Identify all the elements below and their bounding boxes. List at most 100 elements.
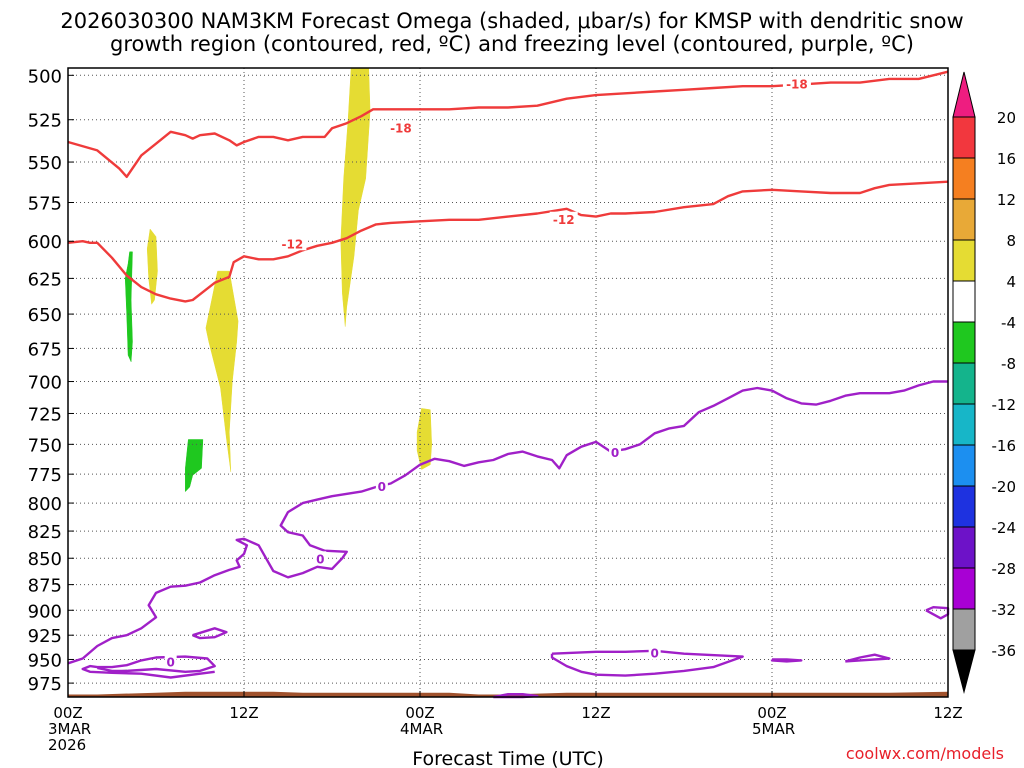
x-tick-label: 00Z — [53, 704, 82, 722]
contour-label-freezing_level_main-1: 0 — [316, 552, 324, 566]
omega-shaded-region-3 — [146, 228, 158, 305]
colorbar-segment — [952, 116, 976, 159]
y-tick-label: 975 — [28, 674, 62, 695]
x-tick-label: 12Z — [229, 704, 258, 722]
y-tick-label: 675 — [28, 339, 62, 360]
contour-freezing_level_tiny_2 — [844, 653, 891, 663]
colorbar-segment — [952, 403, 976, 446]
y-tick-label: 700 — [28, 373, 62, 394]
chart-title-line1: 2026030300 NAM3KM Forecast Omega (shaded… — [60, 9, 964, 33]
x-tick-label: 4MAR — [400, 720, 443, 738]
omega-shaded-region-2 — [205, 270, 239, 472]
contour-dendritic_-12 — [67, 180, 949, 303]
contour-label-dendritic_-12-2: -12 — [553, 213, 575, 227]
y-tick-label: 950 — [28, 650, 62, 671]
colorbar-label: -4 — [1001, 314, 1016, 332]
colorbar-label: -28 — [992, 560, 1017, 578]
colorbar-segment — [952, 198, 976, 241]
x-tick-label: 2026 — [48, 736, 86, 754]
chart-title-line2: growth region (contoured, red, ºC) and f… — [110, 32, 914, 56]
grid-layer — [67, 68, 949, 697]
colorbar-label: 8 — [1006, 232, 1016, 250]
x-axis-title: Forecast Time (UTC) — [412, 748, 603, 768]
colorbar-label: -20 — [992, 478, 1017, 496]
contour-label-dendritic_-18-1: -18 — [390, 121, 412, 135]
omega-shaded-region-4 — [416, 408, 432, 470]
colorbar-label: -8 — [1001, 355, 1016, 373]
contour-freezing_level_small_loop — [192, 627, 228, 640]
y-tick-label: 875 — [28, 576, 62, 597]
colorbar-label: -16 — [992, 437, 1017, 455]
x-tick-label: 5MAR — [752, 720, 795, 738]
y-tick-label: 600 — [28, 232, 62, 253]
contour-label-bg — [278, 236, 307, 251]
y-tick-label: 925 — [28, 626, 62, 647]
colorbar-top-triangle — [952, 71, 976, 118]
colorbar-label: 16 — [997, 150, 1016, 168]
x-tick-label: 3MAR — [48, 720, 91, 738]
ground-terrain — [68, 691, 948, 697]
contour-label-dendritic_-18-2: -18 — [786, 77, 808, 91]
colorbar-label: -36 — [992, 642, 1017, 660]
x-tick-label: 00Z — [405, 704, 434, 722]
contour-label-bg — [375, 478, 388, 493]
contour-label-dendritic_-12-1: -12 — [282, 237, 304, 251]
y-tick-label: 650 — [28, 305, 62, 326]
colorbar-label: 12 — [997, 191, 1016, 209]
x-tick-label: 00Z — [757, 704, 786, 722]
contour-label-freezing_level_right_loop-1: 0 — [650, 647, 658, 661]
contour-label-freezing_level_main-2: 0 — [378, 480, 386, 494]
colorbar-label: -32 — [992, 601, 1017, 619]
ground-layer — [68, 691, 948, 697]
contour-label-freezing_level_main-3: 0 — [611, 446, 619, 460]
y-tick-label: 825 — [28, 522, 62, 543]
colorbar: 20 16 12 8 4 -4 -8 -12 -16 -20 -24 -28 -32 -36 — [952, 71, 1017, 694]
contour-label-bg — [314, 551, 327, 566]
contour-freezing_level_tiny_1 — [770, 658, 803, 663]
contour-label-bg — [609, 444, 622, 459]
colorbar-segment — [952, 362, 976, 405]
contour-freezing_level_right_loop — [550, 649, 744, 677]
y-tick-label: 575 — [28, 194, 62, 215]
y-tick-label: 625 — [28, 269, 62, 290]
colorbar-segment — [952, 608, 976, 651]
contour-label-bg — [164, 654, 177, 669]
colorbar-label: -24 — [992, 519, 1017, 537]
colorbar-segment — [952, 157, 976, 200]
y-tick-label: 850 — [28, 549, 62, 570]
y-tick-label: 525 — [28, 111, 62, 132]
y-tick-label: 800 — [28, 494, 62, 515]
y-tick-label: 900 — [28, 601, 62, 622]
colorbar-segment — [952, 280, 976, 323]
y-tick-label: 500 — [28, 66, 62, 87]
y-tick-label: 750 — [28, 435, 62, 456]
contour-label-bg — [549, 211, 578, 226]
y-tick-label: 725 — [28, 404, 62, 425]
colorbar-segment — [952, 321, 976, 364]
colorbar-bottom-triangle — [952, 649, 976, 694]
y-tick-label: 550 — [28, 153, 62, 174]
colorbar-segment — [952, 444, 976, 487]
omega-shaded-region-1 — [340, 67, 371, 327]
colorbar-label: 4 — [1006, 273, 1016, 291]
contour-label-bg — [386, 120, 415, 135]
plot-border — [67, 67, 949, 698]
contour-label-bg — [648, 645, 661, 660]
x-tick-label: 12Z — [933, 704, 962, 722]
colorbar-segment — [952, 485, 976, 528]
contour-layer — [67, 70, 950, 699]
contour-dendritic_-18 — [67, 70, 949, 179]
omega-shading-layer — [111, 67, 432, 674]
contour-label-layer: -18 -18 -12 -12 0 0 0 0 0 — [164, 76, 811, 669]
colorbar-segment — [952, 526, 976, 569]
contour-freezing_level_east_edge — [925, 606, 950, 620]
omega-shaded-region-5 — [124, 251, 133, 362]
colorbar-segment — [952, 239, 976, 282]
colorbar-label: -12 — [992, 396, 1017, 414]
plot-frame — [67, 67, 949, 698]
contour-label-freezing_level_sw_loop-1: 0 — [166, 655, 174, 669]
omega-shaded-region-6 — [185, 439, 204, 493]
website-watermark: coolwx.com/models — [845, 744, 1004, 763]
x-tick-label: 12Z — [581, 704, 610, 722]
